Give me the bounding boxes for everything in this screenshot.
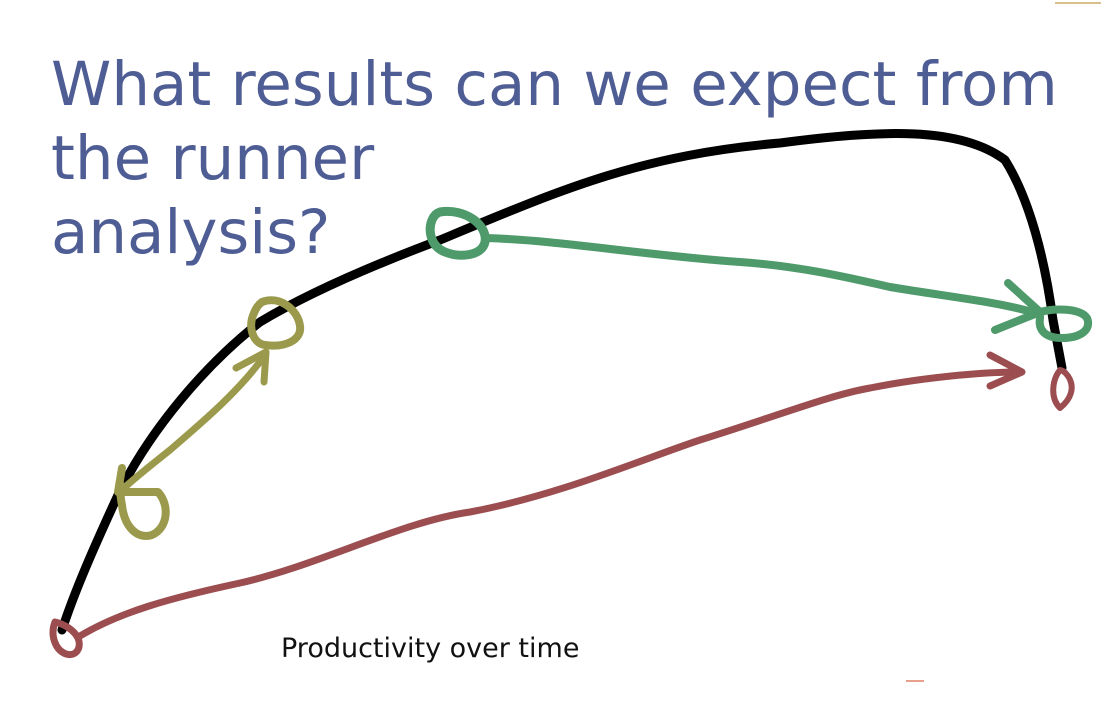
red-end-marker xyxy=(1050,367,1075,411)
green-end-marker xyxy=(1035,305,1093,342)
olive-lower-marker xyxy=(114,464,170,540)
title-line-1: What results can we expect from xyxy=(51,49,1058,120)
bottom-accent-line xyxy=(906,680,924,682)
green-start-marker xyxy=(425,206,490,260)
red-arrowhead xyxy=(986,351,1026,390)
green-arrow-shaft xyxy=(481,234,1039,317)
olive-upper-arrowhead xyxy=(232,348,270,386)
olive-upper-marker xyxy=(247,296,305,350)
olive-double-arrow-shaft xyxy=(118,351,269,494)
diagram-caption: Productivity over time xyxy=(281,633,580,664)
red-arrow-shaft xyxy=(76,368,1024,640)
slide-title: What results can we expect from the runn… xyxy=(51,48,1101,270)
title-line-2: the runner xyxy=(51,123,375,194)
title-line-3: analysis? xyxy=(51,197,331,268)
red-start-marker xyxy=(49,618,83,659)
top-accent-line xyxy=(1055,2,1101,4)
